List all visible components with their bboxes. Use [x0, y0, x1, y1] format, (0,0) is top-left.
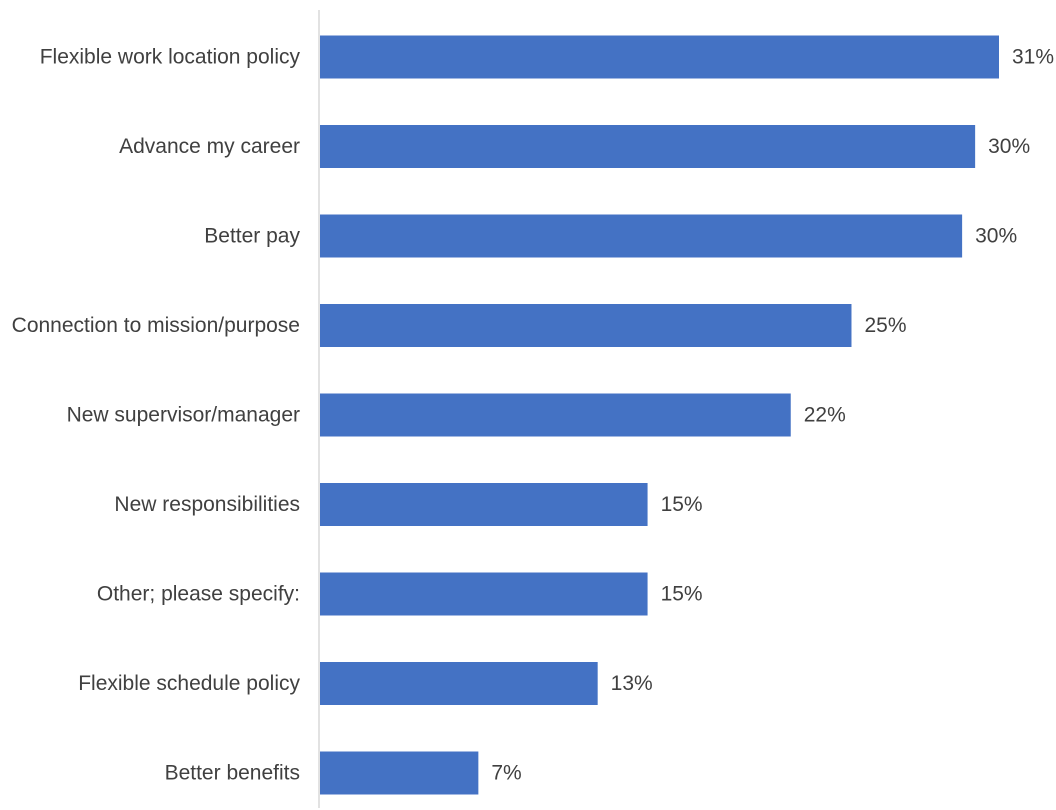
category-label: Better pay	[204, 225, 300, 248]
bar	[320, 214, 963, 258]
data-label: 30%	[988, 135, 1030, 158]
data-label: 31%	[1012, 46, 1054, 69]
data-label: 30%	[975, 225, 1017, 248]
category-label: Connection to mission/purpose	[12, 314, 300, 337]
data-labels: 31% 30% 30% 25% 22% 15% 15% 13% 7%	[491, 46, 1054, 785]
data-label: 22%	[804, 404, 846, 427]
bar	[320, 751, 479, 795]
category-label: Other; please specify:	[97, 583, 300, 606]
data-label: 7%	[491, 762, 521, 785]
category-labels: Flexible work location policy Advance my …	[12, 46, 301, 785]
bar	[320, 125, 976, 168]
bar	[320, 483, 648, 526]
data-label: 15%	[661, 583, 703, 606]
bar	[320, 393, 791, 437]
category-label: New responsibilities	[114, 493, 300, 516]
data-label: 25%	[864, 314, 906, 337]
category-label: New supervisor/manager	[67, 404, 300, 427]
category-label: Advance my career	[119, 135, 300, 158]
bar	[320, 572, 648, 616]
category-label: Flexible schedule policy	[78, 672, 300, 695]
data-label: 15%	[661, 493, 703, 516]
bar	[320, 304, 852, 347]
category-label: Better benefits	[165, 762, 300, 785]
bar	[320, 35, 999, 79]
data-label: 13%	[611, 672, 653, 695]
bar	[320, 662, 598, 705]
bars	[320, 35, 999, 795]
category-label: Flexible work location policy	[40, 46, 301, 69]
